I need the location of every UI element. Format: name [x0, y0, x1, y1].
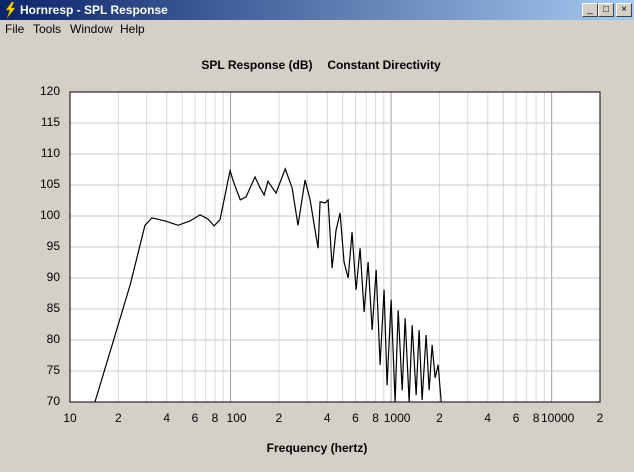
chart-subtitle: Constant Directivity [327, 58, 441, 72]
menu-item[interactable]: Window [70, 22, 113, 36]
window-title: Hornresp - SPL Response [20, 3, 168, 17]
app-icon [5, 2, 16, 18]
y-tick-label: 85 [47, 301, 61, 315]
menu-item[interactable]: Tools [33, 22, 62, 36]
x-tick-label: 2 [436, 411, 443, 425]
x-tick-label: 2 [115, 411, 122, 425]
x-tick-label: 6 [352, 411, 359, 425]
y-tick-label: 80 [47, 332, 61, 346]
x-tick-label: 8 [372, 411, 379, 425]
y-tick-label: 100 [40, 208, 60, 222]
y-tick-label: 115 [41, 115, 60, 129]
title-bar: Hornresp - SPL Response _ □ × [0, 0, 634, 20]
chart-title: SPL Response (dB) [201, 58, 312, 72]
x-tick-label: 4 [484, 411, 491, 425]
close-button[interactable]: × [616, 3, 632, 17]
chart: SPL Response (dB) Constant Directivity F… [40, 58, 604, 455]
x-tick-label: 2 [597, 411, 604, 425]
x-tick-label: 4 [324, 411, 331, 425]
y-tick-label: 90 [47, 270, 61, 284]
x-axis-label: Frequency (hertz) [267, 441, 368, 455]
x-tick-label: 100 [227, 411, 247, 425]
spl-line [94, 167, 442, 402]
x-tick-label: 2 [276, 411, 283, 425]
y-tick-label: 105 [40, 177, 60, 191]
y-tick-label: 95 [47, 239, 61, 253]
minimize-button[interactable]: _ [582, 3, 598, 17]
maximize-button[interactable]: □ [598, 3, 614, 17]
x-tick-label: 4 [163, 411, 170, 425]
menu-item[interactable]: Help [120, 22, 145, 36]
x-tick-label: 10000 [541, 411, 575, 425]
x-tick-label: 1000 [384, 411, 411, 425]
x-tick-label: 10 [63, 411, 77, 425]
y-tick-label: 75 [47, 363, 61, 377]
x-tick-label: 6 [513, 411, 520, 425]
menu-bar: File Tools Window Help [0, 20, 634, 38]
y-tick-label: 110 [41, 146, 60, 160]
y-tick-label: 120 [40, 84, 60, 98]
y-tick-label: 70 [47, 394, 61, 408]
plot-border [69, 91, 601, 403]
x-tick-label: 8 [212, 411, 219, 425]
menu-item[interactable]: File [5, 22, 25, 36]
x-tick-label: 6 [192, 411, 199, 425]
x-tick-label: 8 [533, 411, 540, 425]
